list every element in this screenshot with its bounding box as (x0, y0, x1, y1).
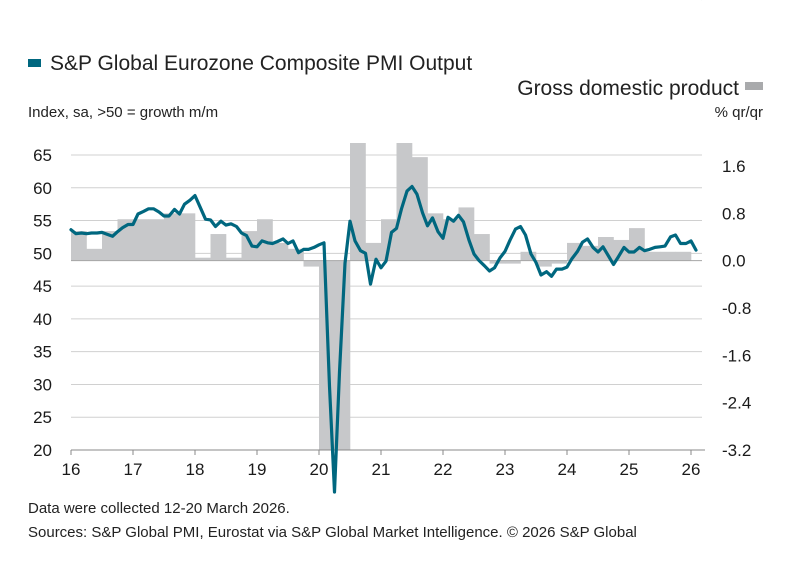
gdp-bar-2019Q2 (272, 242, 289, 261)
legend-pmi-swatch (28, 59, 41, 67)
gdp-bar-2021Q4 (427, 213, 444, 261)
gdp-bar-2016Q1 (71, 231, 87, 261)
gdp-bar-2019Q1 (257, 219, 273, 261)
pmi-line-layer (69, 0, 702, 494)
y-left-tick-label-55: 55 (33, 212, 52, 231)
x-tick-label-18: 18 (186, 460, 205, 479)
y-right-tick-label--0.8: -0.8 (722, 299, 751, 318)
footer-sources: Sources: S&P Global PMI, Eurostat via S&… (28, 524, 637, 541)
gdp-bar-2025Q4 (675, 251, 692, 261)
gridlines (71, 154, 702, 418)
y-left-tick-label-40: 40 (33, 310, 52, 329)
x-tick-label-17: 17 (124, 460, 143, 479)
gdp-bar-2023Q2 (520, 251, 537, 261)
y-right-tick-label--2.4: -2.4 (722, 394, 751, 413)
gdp-bar-2019Q4 (303, 260, 320, 267)
gdp-bar-2018Q4 (241, 231, 258, 261)
y-left-tick-label-20: 20 (33, 441, 52, 460)
gdp-bar-2016Q3 (102, 231, 118, 261)
y-left-tick-label-50: 50 (33, 244, 52, 263)
gdp-bar-2025Q2 (644, 251, 661, 261)
tick-labels: 16 17 18 19 20 21 22 23 24 25 26 20 25 30 35 40 45 50 55 60… (33, 146, 751, 479)
x-tick-label-22: 22 (434, 460, 453, 479)
y-right-tick-label-0.8: 0.8 (722, 204, 746, 223)
gdp-bar-2025Q1 (629, 228, 645, 261)
gdp-bar-2019Q3 (288, 248, 304, 261)
y-left-tick-label-30: 30 (33, 375, 52, 394)
gdp-bar-2018Q3 (226, 257, 242, 261)
gdp-bar-2017Q1 (133, 219, 149, 261)
y-left-tick-label-60: 60 (33, 179, 52, 198)
legend-gdp: Gross domestic product (517, 77, 763, 101)
gdp-bar-2018Q1 (195, 257, 211, 261)
y-left-tick-label-25: 25 (33, 408, 52, 427)
x-tick-label-25: 25 (620, 460, 639, 479)
y-right-tick-label--3.2: -3.2 (722, 441, 751, 460)
gdp-bar-2023Q1 (505, 260, 521, 264)
x-tick-label-16: 16 (62, 460, 81, 479)
x-tick-label-26: 26 (682, 460, 701, 479)
y-right-tick-label-1.6: 1.6 (722, 157, 746, 176)
gdp-bar-2023Q4 (551, 260, 568, 264)
gdp-bar-2018Q2 (210, 234, 227, 261)
y-left-tick-label-65: 65 (33, 146, 52, 165)
gdp-bar-2022Q1 (443, 219, 459, 261)
legend-gdp-label: Gross domestic product (517, 77, 739, 100)
gdp-bar-2016Q2 (86, 248, 103, 261)
gdp-bar-2022Q3 (474, 234, 490, 261)
axes (70, 449, 705, 455)
x-tick-label-24: 24 (558, 460, 577, 479)
x-tick-label-21: 21 (372, 460, 391, 479)
footer-note: Data were collected 12-20 March 2026. (28, 500, 290, 517)
gdp-bar-2020Q4 (365, 242, 382, 261)
gdp-bar-2017Q3 (164, 213, 180, 261)
gdp-bars (71, 143, 702, 450)
gdp-bar-2023Q3 (536, 260, 552, 267)
left-axis-unit-label: Index, sa, >50 = growth m/m (28, 104, 219, 121)
y-right-tick-label-0.0: 0.0 (722, 252, 746, 271)
y-left-tick-label-35: 35 (33, 343, 52, 362)
right-axis-unit-label: % qr/qr (714, 104, 763, 121)
x-tick-label-20: 20 (310, 460, 329, 479)
pmi-line (69, 184, 698, 494)
gdp-bar-2025Q3 (660, 251, 676, 261)
x-tick-label-19: 19 (248, 460, 267, 479)
gdp-bar-2017Q4 (179, 213, 196, 261)
y-right-tick-label--1.6: -1.6 (722, 346, 751, 365)
legend-pmi-label: S&P Global Eurozone Composite PMI Output (50, 52, 473, 75)
x-tick-label-23: 23 (496, 460, 515, 479)
legend-gdp-swatch (745, 82, 763, 90)
y-left-tick-label-45: 45 (33, 277, 52, 296)
gdp-bar-2017Q2 (148, 219, 165, 261)
